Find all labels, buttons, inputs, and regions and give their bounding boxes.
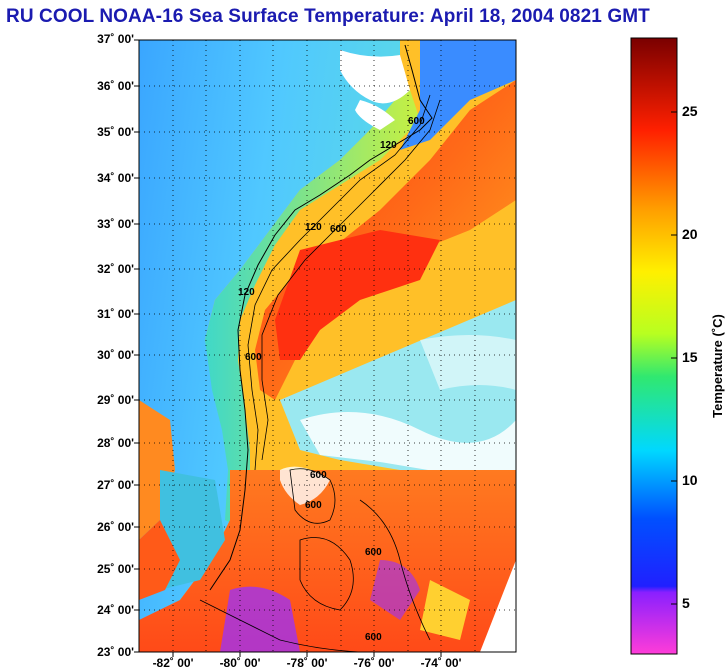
isobath-label: 600 — [408, 116, 425, 127]
latitude-label: 30˚ 00' — [97, 348, 134, 362]
latitude-label: 34˚ 00' — [97, 171, 134, 185]
map-frame — [138, 39, 517, 653]
latitude-label: 37˚ 00' — [97, 32, 134, 46]
map-title: RU COOL NOAA-16 Sea Surface Temperature:… — [6, 6, 650, 27]
longitude-label: -78˚ 00' — [286, 656, 328, 670]
colorbar-tick-label: 10 — [682, 472, 698, 488]
isobath-label: 120 — [305, 222, 322, 233]
latitude-label: 27˚ 00' — [97, 478, 134, 492]
isobath-label: 600 — [330, 224, 347, 235]
colorbar-tick-label: 20 — [682, 226, 698, 242]
latitude-label: 25˚ 00' — [97, 562, 134, 576]
latitude-label: 29˚ 00' — [97, 393, 134, 407]
latitude-label: 31˚ 00' — [97, 307, 134, 321]
colorbar-label: Temperature (˚C) — [710, 314, 725, 418]
latitude-label: 24˚ 00' — [97, 603, 134, 617]
colorbar-tick-label: 15 — [682, 349, 698, 365]
colorbar — [630, 37, 678, 655]
longitude-label: -76˚ 00' — [353, 656, 395, 670]
isobath-label: 600 — [310, 470, 327, 481]
latitude-label: 23˚ 00' — [97, 645, 134, 659]
isobath-label: 120 — [380, 140, 397, 151]
sst-image: 120 600 120 600 120 600 600 600 600 600 — [139, 40, 516, 652]
longitude-label: -82˚ 00' — [152, 656, 194, 670]
isobath-label: 600 — [245, 352, 262, 363]
latitude-label: 35˚ 00' — [97, 125, 134, 139]
isobath-label: 120 — [238, 287, 255, 298]
longitude-label: -80˚ 00' — [219, 656, 261, 670]
isobath-label: 600 — [365, 547, 382, 558]
isobath-label: 600 — [365, 632, 382, 643]
isobath-label: 600 — [305, 500, 322, 511]
colorbar-tick-label: 25 — [682, 103, 698, 119]
colorbar-tick-label: 5 — [682, 595, 690, 611]
latitude-label: 28˚ 00' — [97, 436, 134, 450]
latitude-label: 32˚ 00' — [97, 262, 134, 276]
latitude-label: 33˚ 00' — [97, 217, 134, 231]
longitude-label: -74˚ 00' — [420, 656, 462, 670]
latitude-label: 26˚ 00' — [97, 520, 134, 534]
latitude-label: 36˚ 00' — [97, 79, 134, 93]
